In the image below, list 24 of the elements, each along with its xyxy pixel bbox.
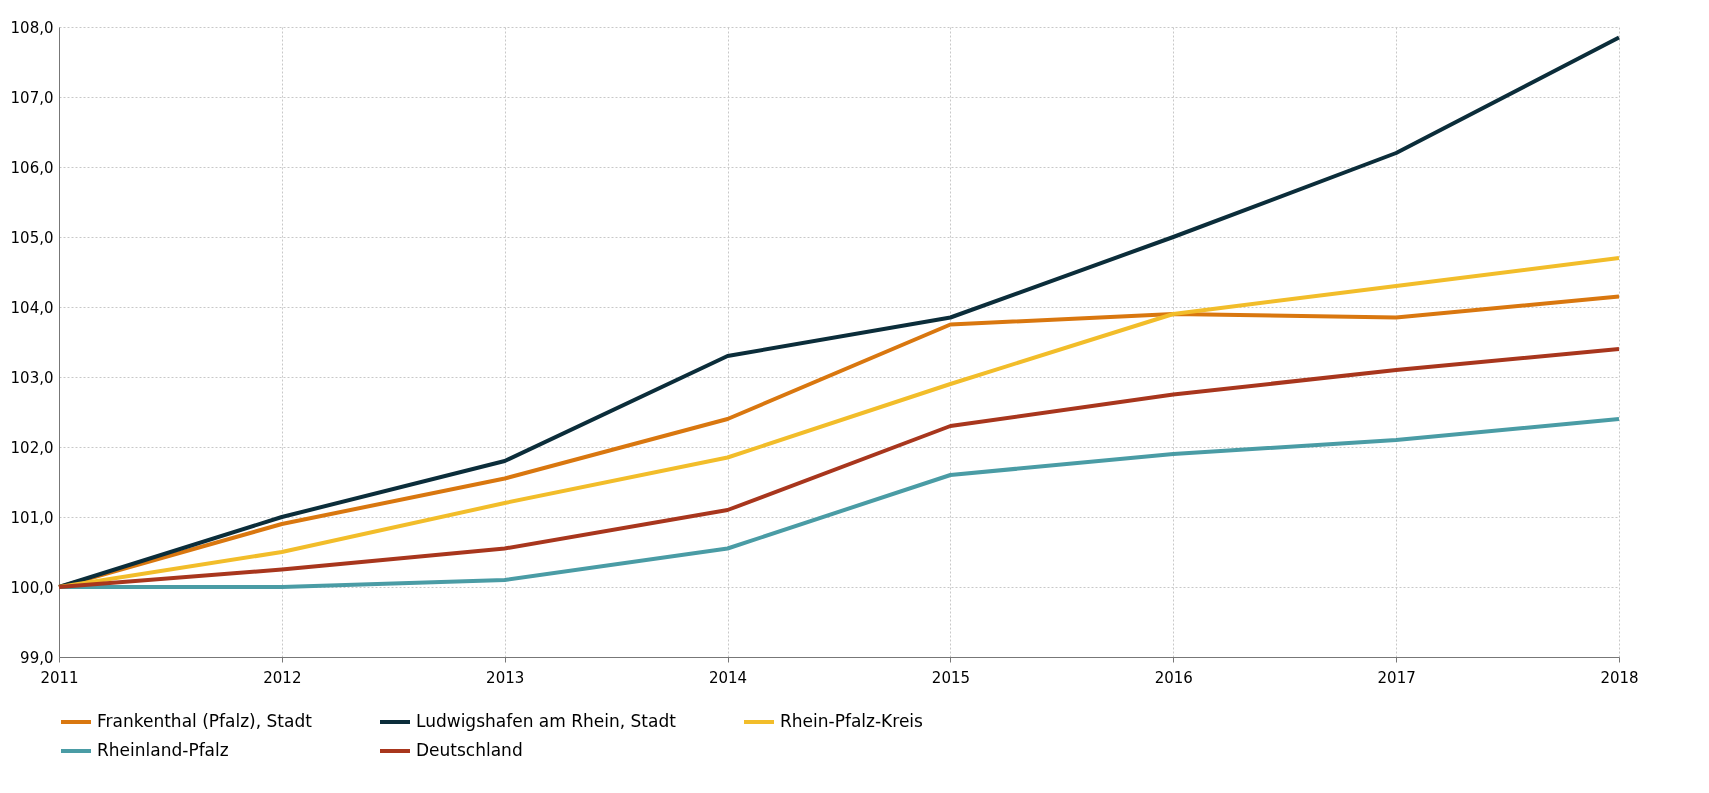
y-tick-label: 102,0 xyxy=(10,438,54,457)
y-tick-label: 101,0 xyxy=(10,508,54,527)
x-tick-label: 2011 xyxy=(40,668,79,687)
y-tick-label: 103,0 xyxy=(10,368,54,387)
x-tick-label: 2017 xyxy=(1377,668,1416,687)
y-tick-label: 108,0 xyxy=(10,18,54,37)
legend-label: Frankenthal (Pfalz), Stadt xyxy=(97,711,313,731)
line-series xyxy=(57,347,1621,589)
y-tick-label: 107,0 xyxy=(10,88,54,107)
y-tick-label: 100,0 xyxy=(10,578,54,597)
x-tick-label: 2015 xyxy=(931,668,971,687)
y-tick-label: 99,0 xyxy=(20,648,54,667)
x-tick-label: 2012 xyxy=(263,668,302,687)
legend-label: Ludwigshafen am Rhein, Stadt xyxy=(416,711,677,731)
x-tick-label: 2013 xyxy=(486,668,525,687)
legend-label: Rhein-Pfalz-Kreis xyxy=(780,711,924,731)
y-tick-label: 106,0 xyxy=(10,158,54,177)
x-tick-label: 2018 xyxy=(1600,668,1639,687)
legend-label: Deutschland xyxy=(416,740,523,760)
x-tick-label: 2014 xyxy=(708,668,748,687)
y-tick-label: 104,0 xyxy=(10,298,54,317)
x-tick-label: 2016 xyxy=(1154,668,1193,687)
legend-label: Rheinland-Pfalz xyxy=(97,740,229,760)
y-tick-label: 105,0 xyxy=(10,228,54,247)
